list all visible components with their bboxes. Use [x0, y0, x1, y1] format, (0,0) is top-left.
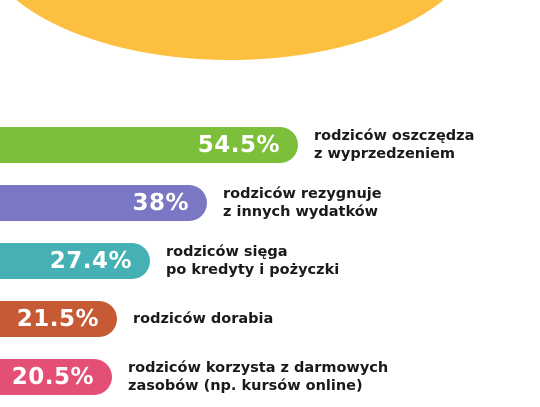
bar-caption: rodziców dorabia — [133, 310, 273, 328]
bar-caption-line: po kredyty i pożyczki — [166, 262, 340, 278]
bar-caption: rodziców rezygnuje z innych wydatków — [223, 185, 382, 221]
bar-5 — [0, 359, 112, 395]
bar-value-label: 54.5% — [197, 132, 280, 158]
bar-caption: rodziców korzysta z darmowych zasobów (np… — [128, 359, 388, 395]
bar-caption-line: rodziców dorabia — [133, 311, 274, 327]
bar-value-label: 21.5% — [16, 306, 99, 332]
bar-2 — [0, 185, 207, 221]
header-blob — [0, 0, 480, 60]
bar-caption-line: rodziców rezygnuje — [223, 186, 382, 202]
bar-caption-line: z innych wydatków — [223, 204, 379, 220]
bar-caption: rodziców sięga po kredyty i pożyczki — [166, 243, 339, 279]
bar-caption-line: rodziców oszczędza — [314, 128, 475, 144]
bar-3 — [0, 243, 150, 279]
bar-4 — [0, 301, 117, 337]
header-title-fragment — [60, 0, 160, 4]
bar-value-label: 38% — [132, 190, 189, 216]
bar-caption-line: z wyprzedzeniem — [314, 146, 456, 162]
bar-caption-line: rodziców korzysta z darmowych — [128, 360, 389, 376]
bar-caption-line: zasobów (np. kursów online) — [128, 378, 363, 394]
bar-caption: rodziców oszczędza z wyprzedzeniem — [314, 127, 474, 163]
bar-value-label: 27.4% — [49, 248, 132, 274]
bar-caption-line: rodziców sięga — [166, 244, 288, 260]
bar-1 — [0, 127, 298, 163]
bar-value-label: 20.5% — [11, 364, 94, 390]
